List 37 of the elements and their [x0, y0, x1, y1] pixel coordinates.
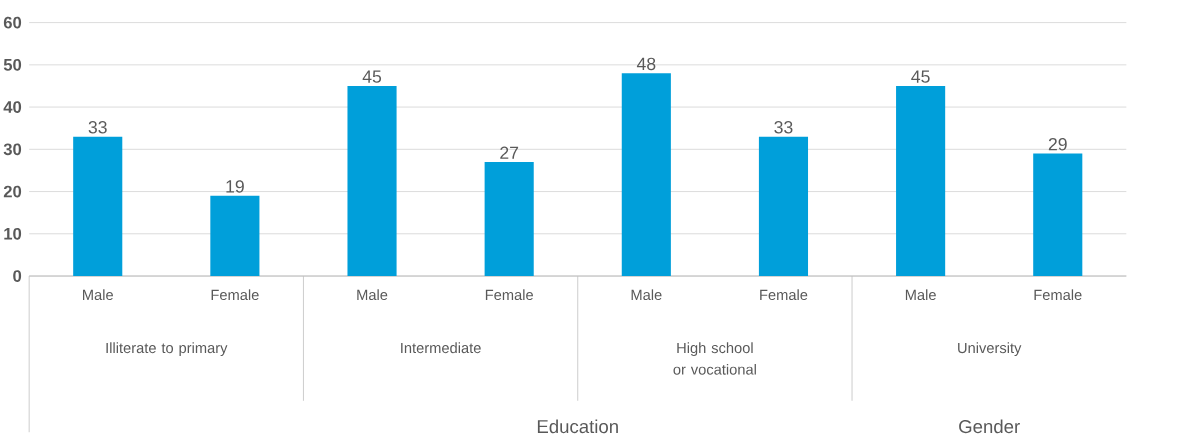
- bar: [73, 136, 123, 276]
- x-tick-label: Male: [357, 289, 388, 301]
- data-label: 45: [362, 70, 382, 83]
- data-label: 27: [500, 146, 519, 159]
- x-tick-label: Female: [485, 289, 533, 301]
- text: Illiterate to primary: [106, 342, 228, 356]
- y-tick-label: 40: [3, 101, 22, 113]
- y-tick-label: 30: [3, 143, 22, 156]
- x-tick-label: Female: [1034, 289, 1082, 301]
- text: High school or vocational: [673, 342, 756, 375]
- data-label: 29: [1048, 137, 1067, 151]
- y-tick-label: 20: [3, 185, 22, 198]
- data-label: 48: [636, 57, 656, 71]
- x-tick-label: Male: [905, 289, 936, 301]
- text: Intermediate: [401, 342, 481, 354]
- bar: [347, 85, 397, 276]
- text: Gender: [959, 419, 1020, 434]
- bar: [484, 161, 534, 276]
- data-label: 45: [911, 70, 930, 83]
- y-tick-label: 10: [4, 227, 22, 240]
- text: Education: [537, 419, 618, 434]
- y-tick-label: 60: [3, 16, 22, 29]
- x-tick-label: Female: [760, 289, 808, 301]
- data-label: 19: [226, 180, 244, 193]
- bar: [210, 195, 260, 276]
- x-tick-label: Female: [211, 289, 259, 301]
- data-label: 33: [774, 120, 793, 134]
- x-tick-label: Male: [83, 289, 113, 301]
- x-tick-label: Male: [631, 289, 662, 301]
- bar: [1033, 153, 1083, 276]
- bar: [896, 85, 946, 276]
- y-tick-label: 50: [3, 58, 22, 71]
- bar: [621, 73, 671, 276]
- bar: [758, 136, 809, 276]
- text: University: [958, 342, 1022, 356]
- y-tick-label: 0: [13, 270, 22, 282]
- data-label: 33: [88, 120, 107, 134]
